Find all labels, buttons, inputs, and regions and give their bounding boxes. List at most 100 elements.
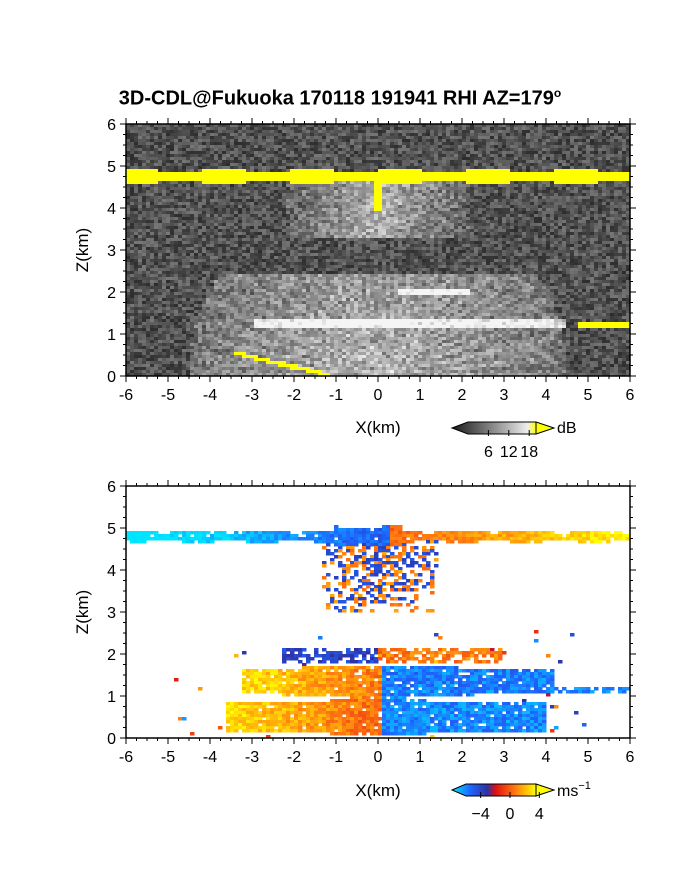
reflectivity-cell <box>358 151 363 155</box>
reflectivity-cell <box>482 127 487 131</box>
reflectivity-cell <box>610 142 615 146</box>
reflectivity-cell <box>178 130 183 134</box>
reflectivity-cell <box>570 226 575 230</box>
reflectivity-cell <box>398 229 403 233</box>
reflectivity-cell <box>430 199 435 203</box>
reflectivity-cell <box>146 238 151 242</box>
reflectivity-cell <box>250 136 255 140</box>
reflectivity-cell <box>182 181 187 185</box>
reflectivity-cell <box>414 235 419 239</box>
reflectivity-cell <box>394 223 399 227</box>
reflectivity-cell <box>246 145 251 149</box>
reflectivity-cell <box>474 124 479 128</box>
reflectivity-cell <box>386 235 391 239</box>
reflectivity-cell <box>550 181 555 185</box>
reflectivity-cell <box>274 169 279 173</box>
reflectivity-cell <box>382 187 387 191</box>
reflectivity-cell <box>210 148 215 152</box>
reflectivity-cell <box>354 187 359 191</box>
reflectivity-cell <box>486 160 491 164</box>
reflectivity-cell <box>142 220 147 224</box>
reflectivity-cell <box>598 196 603 200</box>
reflectivity-cell <box>170 196 175 200</box>
reflectivity-cell <box>298 148 303 152</box>
reflectivity-cell <box>378 172 383 176</box>
reflectivity-cell <box>154 178 159 182</box>
reflectivity-cell <box>246 229 251 233</box>
reflectivity-cell <box>542 124 547 128</box>
reflectivity-cell <box>522 178 527 182</box>
reflectivity-cell <box>250 205 255 209</box>
reflectivity-cell <box>310 148 315 152</box>
reflectivity-cell <box>578 190 583 194</box>
reflectivity-cell <box>190 175 195 179</box>
reflectivity-cell <box>346 127 351 131</box>
reflectivity-cell <box>266 184 271 188</box>
reflectivity-cell <box>254 157 259 161</box>
reflectivity-cell <box>386 226 391 230</box>
reflectivity-cell <box>406 208 411 212</box>
reflectivity-cell <box>130 193 135 197</box>
reflectivity-cell <box>274 136 279 140</box>
reflectivity-cell <box>562 190 567 194</box>
reflectivity-cell <box>414 205 419 209</box>
reflectivity-cell <box>214 220 219 224</box>
reflectivity-cell <box>366 214 371 218</box>
reflectivity-cell <box>246 187 251 191</box>
reflectivity-cell <box>498 193 503 197</box>
reflectivity-cell <box>586 145 591 149</box>
reflectivity-cell <box>218 172 223 176</box>
reflectivity-cell <box>226 211 231 215</box>
reflectivity-cell <box>434 217 439 221</box>
reflectivity-cell <box>238 127 243 131</box>
reflectivity-cell <box>142 214 147 218</box>
reflectivity-cell <box>482 181 487 185</box>
reflectivity-cell <box>478 211 483 215</box>
reflectivity-cell <box>266 181 271 185</box>
reflectivity-cell <box>502 130 507 134</box>
reflectivity-cell <box>146 127 151 131</box>
reflectivity-cell <box>190 232 195 236</box>
reflectivity-cell <box>530 214 535 218</box>
reflectivity-cell <box>510 145 515 149</box>
reflectivity-cell <box>470 202 475 206</box>
reflectivity-cell <box>290 226 295 230</box>
reflectivity-cell <box>242 181 247 185</box>
reflectivity-cell <box>350 166 355 170</box>
reflectivity-cell <box>266 142 271 146</box>
reflectivity-cell <box>530 190 535 194</box>
reflectivity-cell <box>494 157 499 161</box>
reflectivity-cell <box>594 157 599 161</box>
reflectivity-cell <box>510 154 515 158</box>
reflectivity-cell <box>330 220 335 224</box>
reflectivity-cell <box>202 223 207 227</box>
reflectivity-cell <box>298 238 303 242</box>
reflectivity-cell <box>242 202 247 206</box>
reflectivity-cell <box>278 163 283 167</box>
reflectivity-cell <box>450 214 455 218</box>
reflectivity-cell <box>294 232 299 236</box>
reflectivity-cell <box>406 166 411 170</box>
reflectivity-cell <box>234 235 239 239</box>
reflectivity-cell <box>358 226 363 230</box>
reflectivity-cell <box>274 154 279 158</box>
reflectivity-cell <box>390 223 395 227</box>
reflectivity-cell <box>550 214 555 218</box>
reflectivity-cell <box>570 205 575 209</box>
reflectivity-cell <box>426 127 431 131</box>
reflectivity-cell <box>614 187 619 191</box>
reflectivity-cell <box>426 214 431 218</box>
reflectivity-cell <box>506 181 511 185</box>
reflectivity-cell <box>322 124 327 128</box>
reflectivity-cell <box>382 139 387 143</box>
reflectivity-cell <box>438 199 443 203</box>
reflectivity-cell <box>134 169 139 173</box>
reflectivity-cell <box>246 184 251 188</box>
reflectivity-cell <box>478 223 483 227</box>
reflectivity-cell <box>154 181 159 185</box>
reflectivity-cell <box>458 199 463 203</box>
reflectivity-cell <box>558 157 563 161</box>
reflectivity-cell <box>378 193 383 197</box>
reflectivity-cell <box>494 205 499 209</box>
reflectivity-cell <box>222 235 227 239</box>
